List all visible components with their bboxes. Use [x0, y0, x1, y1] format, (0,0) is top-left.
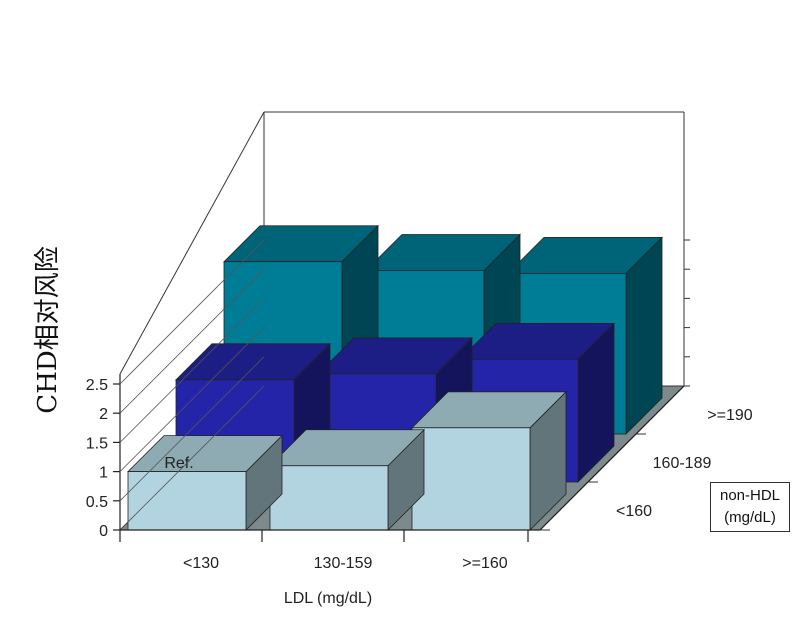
y-tick-label: 0: [99, 523, 108, 540]
y-axis-label: CHD相对风险: [33, 246, 63, 413]
bar-front: [269, 465, 389, 531]
y-grid-diagonal: [119, 327, 265, 472]
y-grid-diagonal: [119, 356, 265, 502]
depth-axis-title-line2: (mg/dL): [724, 509, 776, 526]
y-grid-diagonal: [119, 268, 265, 414]
x-axis: <130 130-159 >=160: [119, 529, 540, 572]
depth-axis-title-box: non-HDL (mg/dL): [710, 482, 790, 532]
bar-front: [127, 471, 247, 531]
bar: [411, 390, 567, 531]
bar: [269, 428, 425, 531]
y-tick-label: 2.5: [86, 377, 108, 394]
x-tick-label: 130-159: [314, 555, 373, 572]
y-tick-label: 1: [99, 465, 108, 482]
depth-axis-title-line1: non-HDL: [719, 487, 781, 504]
y-grid-diagonal: [119, 385, 265, 531]
depth-axis: <160 160-189 >=190: [539, 385, 753, 531]
y-grid-diagonal: [119, 298, 265, 443]
bar-front: [411, 427, 531, 531]
ref-annotation: Ref.: [164, 455, 193, 472]
y-grid-diagonal: [119, 239, 265, 385]
chart-bars: Ref.: [127, 224, 663, 531]
depth-tick-label: >=190: [707, 407, 752, 424]
y-tick-label: 0.5: [86, 494, 108, 511]
bar: [127, 434, 283, 531]
depth-axis-line: [539, 385, 685, 531]
y-tick-label: 2: [99, 406, 108, 423]
depth-tick-label: <160: [616, 503, 652, 520]
y-tick-label: 1.5: [86, 435, 108, 452]
x-tick-label: <130: [183, 555, 219, 572]
depth-tick-label: 160-189: [653, 455, 712, 472]
y-axis: 0 0.5 1 1.5 2 2.5: [86, 239, 690, 540]
side-wall-top-edge: [119, 111, 265, 375]
x-axis-label: LDL (mg/dL): [284, 590, 372, 607]
x-tick-label: >=160: [462, 555, 507, 572]
